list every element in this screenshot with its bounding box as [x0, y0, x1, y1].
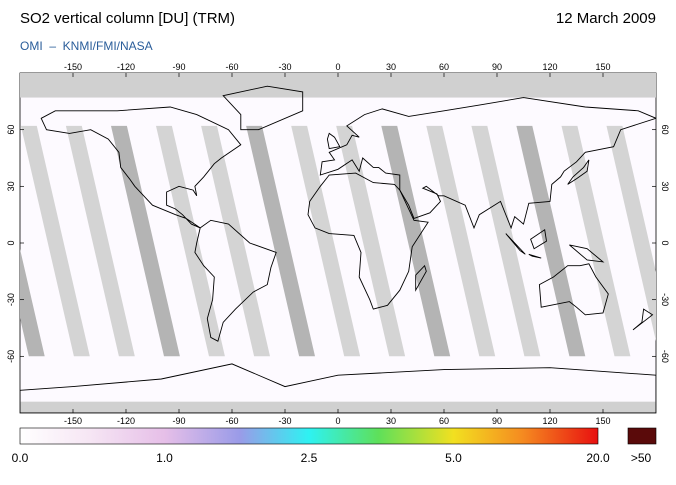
polar-gap — [20, 73, 656, 98]
lat-tick-label: 60 — [6, 125, 16, 135]
lon-tick-label: -150 — [64, 62, 82, 72]
orbit-gap — [516, 125, 586, 357]
title: SO2 vertical column [DU] (TRM) — [20, 10, 235, 27]
lon-tick-label: 90 — [492, 416, 502, 426]
lon-tick-label: -30 — [278, 416, 291, 426]
lon-tick-label: 0 — [335, 416, 340, 426]
lon-tick-label: 60 — [439, 416, 449, 426]
orbit-gap — [426, 125, 496, 357]
colorbar-label: 1.0 — [156, 451, 173, 465]
lat-tick-label: 30 — [6, 181, 16, 191]
coastline — [567, 159, 590, 185]
lon-tick-label: -120 — [117, 416, 135, 426]
coastline — [40, 106, 242, 229]
coastline — [505, 233, 526, 255]
lat-tick-label: -60 — [6, 350, 16, 363]
orbit-gap — [201, 125, 270, 357]
coastline — [530, 229, 547, 250]
colorbar-label: 0.0 — [12, 451, 29, 465]
coastline — [222, 85, 304, 131]
lat-tick-label: 0 — [6, 240, 16, 245]
lat-tick-label: -30 — [660, 293, 670, 306]
lon-tick-label: 30 — [386, 62, 396, 72]
coastline — [307, 172, 429, 310]
colorbar — [19, 427, 599, 445]
lon-tick-label: 120 — [542, 416, 557, 426]
orbit-gap — [561, 125, 631, 357]
lon-tick-label: 120 — [542, 62, 557, 72]
colorbar-label: 20.0 — [586, 451, 610, 465]
lon-tick-label: -60 — [225, 416, 238, 426]
orbit-gap — [336, 125, 406, 357]
orbit-gap — [111, 125, 180, 357]
lon-tick-label: -120 — [117, 62, 135, 72]
lat-tick-label: 0 — [660, 240, 670, 245]
lon-tick-label: 60 — [439, 62, 449, 72]
orbit-gap — [20, 248, 45, 357]
lon-tick-label: 150 — [595, 62, 610, 72]
lat-tick-label: 60 — [660, 125, 670, 135]
orbit-gap — [65, 125, 135, 357]
orbit-gap — [606, 125, 656, 342]
subtitle: OMI – KNMI/FMI/NASA — [20, 39, 153, 53]
polar-gap — [20, 401, 656, 413]
lon-tick-label: -30 — [278, 62, 291, 72]
coastline — [326, 132, 341, 150]
orbit-gap — [156, 125, 225, 357]
map-layer — [20, 73, 656, 413]
date: 12 March 2009 — [556, 10, 656, 27]
lon-tick-label: -150 — [64, 416, 82, 426]
lon-tick-label: -90 — [172, 62, 185, 72]
map-frame — [19, 72, 657, 414]
colorbar-label: 5.0 — [445, 451, 462, 465]
coastline — [632, 308, 654, 331]
orbit-gap — [20, 125, 90, 357]
coastline — [569, 244, 605, 263]
coastline — [528, 253, 542, 259]
coastline — [538, 263, 609, 316]
lon-tick-label: 0 — [335, 62, 340, 72]
lon-tick-label: 30 — [386, 416, 396, 426]
lon-tick-label: 90 — [492, 62, 502, 72]
lon-tick-label: -90 — [172, 416, 185, 426]
lat-tick-label: -60 — [660, 350, 670, 363]
orbit-gap — [246, 125, 315, 357]
coastline — [194, 219, 277, 342]
orbit-gap — [471, 125, 541, 357]
colorbar-label: 2.5 — [301, 451, 318, 465]
coastline — [20, 363, 656, 413]
orbit-gap — [291, 125, 361, 357]
lat-tick-label: -30 — [6, 293, 16, 306]
lat-tick-label: 30 — [660, 181, 670, 191]
colorbar-overflow-label: >50 — [631, 451, 652, 465]
coastline — [415, 264, 427, 292]
lon-tick-label: -60 — [225, 62, 238, 72]
coastline — [319, 97, 656, 230]
lon-tick-label: 150 — [595, 416, 610, 426]
colorbar-overflow — [627, 427, 657, 445]
